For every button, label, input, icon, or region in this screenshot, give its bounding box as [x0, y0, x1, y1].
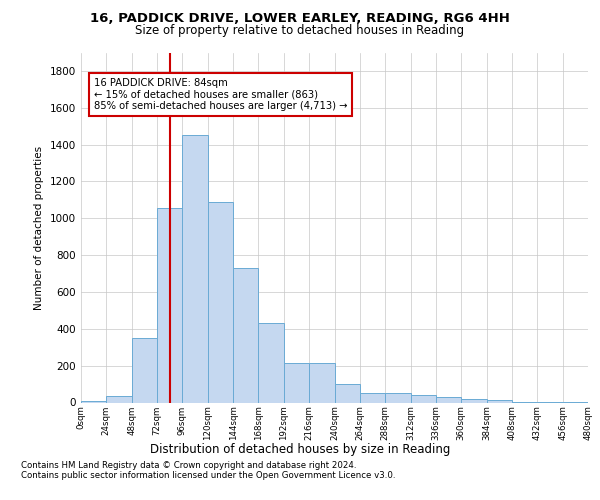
Bar [81, 400, 106, 402]
Bar [410, 395, 436, 402]
Text: Contains HM Land Registry data © Crown copyright and database right 2024.: Contains HM Land Registry data © Crown c… [21, 461, 356, 470]
Text: 16 PADDICK DRIVE: 84sqm
← 15% of detached houses are smaller (863)
85% of semi-d: 16 PADDICK DRIVE: 84sqm ← 15% of detache… [94, 78, 347, 112]
Bar [284, 363, 309, 403]
Bar [385, 394, 410, 402]
Bar [182, 136, 208, 402]
Bar [132, 338, 157, 402]
Bar [106, 396, 132, 402]
Bar [436, 397, 461, 402]
Bar [157, 208, 182, 402]
Bar [309, 363, 335, 403]
Bar [461, 399, 487, 402]
Bar [208, 202, 233, 402]
Bar [335, 384, 360, 402]
Bar [233, 268, 259, 402]
Text: Size of property relative to detached houses in Reading: Size of property relative to detached ho… [136, 24, 464, 37]
Text: 16, PADDICK DRIVE, LOWER EARLEY, READING, RG6 4HH: 16, PADDICK DRIVE, LOWER EARLEY, READING… [90, 12, 510, 26]
Bar [487, 400, 512, 402]
Bar [259, 324, 284, 402]
Bar [360, 394, 385, 402]
Text: Contains public sector information licensed under the Open Government Licence v3: Contains public sector information licen… [21, 471, 395, 480]
Y-axis label: Number of detached properties: Number of detached properties [34, 146, 44, 310]
Text: Distribution of detached houses by size in Reading: Distribution of detached houses by size … [150, 442, 450, 456]
